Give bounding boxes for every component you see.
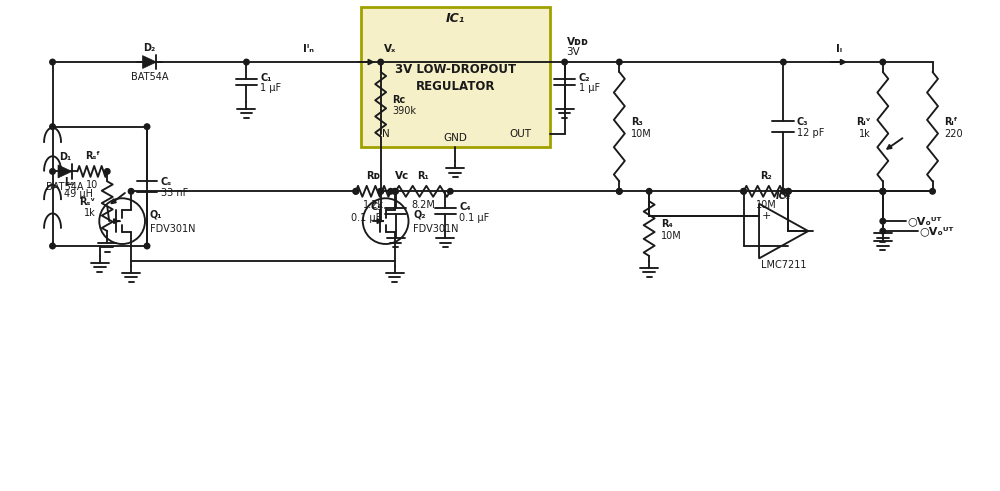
Text: 12 pF: 12 pF [797,128,824,138]
Circle shape [50,243,55,249]
Circle shape [617,189,622,194]
Text: 3V: 3V [567,47,580,57]
Text: LMC7211: LMC7211 [761,260,806,270]
Text: 1k: 1k [859,129,871,138]
Text: D₁: D₁ [59,152,71,162]
Text: C₄: C₄ [459,202,471,213]
Text: Rᴄ: Rᴄ [393,95,406,105]
Text: 0.1 μF: 0.1 μF [459,213,489,222]
Circle shape [741,189,746,194]
Text: Lₛ: Lₛ [64,177,74,188]
Text: 1k: 1k [84,208,95,218]
Circle shape [393,189,398,194]
Text: Rₗᵛ: Rₗᵛ [856,117,871,127]
Circle shape [378,189,383,194]
Circle shape [378,189,383,194]
Circle shape [128,189,134,194]
Text: Vₓ: Vₓ [384,44,396,54]
Text: 49 μH: 49 μH [64,190,93,199]
Circle shape [244,59,249,65]
Text: R₂: R₂ [760,171,772,181]
Text: R₄: R₄ [661,219,673,229]
Text: Iₗ: Iₗ [836,44,842,54]
Text: FDV301N: FDV301N [413,224,459,234]
Circle shape [786,189,791,194]
Circle shape [617,59,622,65]
Circle shape [353,189,359,194]
Text: 10M: 10M [631,129,652,138]
Text: C₃: C₃ [797,117,808,127]
Circle shape [562,59,567,65]
Text: BAT54A: BAT54A [46,182,84,192]
Text: 0.1 μF: 0.1 μF [351,213,382,222]
Text: Rᴅ: Rᴅ [366,171,380,181]
Text: 3V LOW-DROPOUT: 3V LOW-DROPOUT [395,62,516,76]
Circle shape [388,189,393,194]
Text: GND: GND [443,133,467,142]
Circle shape [880,59,886,65]
Circle shape [930,189,935,194]
Text: −: − [761,240,771,253]
Circle shape [50,59,55,65]
Circle shape [781,189,786,194]
FancyBboxPatch shape [361,7,550,146]
Text: 10M: 10M [756,200,776,210]
Circle shape [880,189,886,194]
Circle shape [880,189,886,194]
Text: OUT: OUT [510,129,532,138]
Text: Vᴄ: Vᴄ [395,171,409,181]
Text: 220: 220 [944,129,963,138]
Text: 1 μF: 1 μF [260,83,281,93]
Text: Rₗᶠ: Rₗᶠ [944,117,958,127]
Text: ○Vₒᵁᵀ: ○Vₒᵁᵀ [908,216,942,226]
Polygon shape [58,165,72,178]
Text: +: + [761,211,771,221]
Text: D₂: D₂ [143,43,156,53]
Text: C₁: C₁ [260,73,272,83]
Text: ○Vₒᵁᵀ: ○Vₒᵁᵀ [920,226,954,236]
Text: IN: IN [379,129,389,138]
Circle shape [50,124,55,130]
Circle shape [880,189,886,194]
Text: Rₛᶠ: Rₛᶠ [85,151,100,161]
Text: R₃: R₃ [631,117,643,127]
Text: IC₂: IC₂ [776,191,791,201]
Text: Q₁: Q₁ [150,209,162,219]
Circle shape [353,189,359,194]
Text: Q₂: Q₂ [413,209,426,219]
Circle shape [144,243,150,249]
Circle shape [392,189,397,194]
Circle shape [447,189,453,194]
Circle shape [50,168,55,174]
Text: Rₛᵛ: Rₛᵛ [79,197,95,207]
Text: 10M: 10M [661,231,682,241]
Text: BAT54A: BAT54A [131,73,168,82]
Circle shape [880,228,886,234]
Text: 390k: 390k [393,106,417,116]
Text: 1.2k: 1.2k [363,200,384,210]
Text: IC₁: IC₁ [446,12,465,25]
Circle shape [378,59,383,65]
Text: 33 nF: 33 nF [161,188,188,198]
Circle shape [880,218,886,224]
Text: 8.2M: 8.2M [411,200,435,210]
Text: C₅: C₅ [370,202,382,213]
Text: FDV301N: FDV301N [150,224,195,234]
Text: Vᴅᴅ: Vᴅᴅ [567,37,589,47]
Circle shape [786,189,791,194]
Text: 1 μF: 1 μF [579,83,600,93]
Circle shape [104,168,110,174]
Circle shape [646,189,652,194]
Circle shape [741,189,746,194]
Polygon shape [143,55,156,69]
Text: REGULATOR: REGULATOR [416,81,495,93]
Text: Iᴵₙ: Iᴵₙ [303,44,314,54]
Text: C₂: C₂ [579,73,590,83]
Text: Cₛ: Cₛ [161,177,172,187]
Circle shape [617,189,622,194]
Text: 10: 10 [86,180,98,190]
Text: R₁: R₁ [417,171,429,181]
Circle shape [144,124,150,130]
Circle shape [781,59,786,65]
